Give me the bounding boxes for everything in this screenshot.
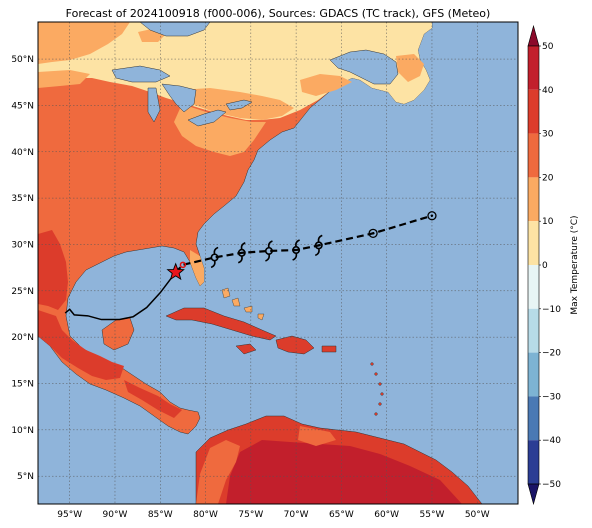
great-lakes: [111, 65, 253, 127]
puerto-rico: [321, 345, 337, 353]
lat-label: 50°N: [11, 55, 34, 65]
cyclone-arm-bottom: [292, 253, 298, 261]
colorbar-tick: 0: [542, 261, 548, 271]
lat-label: 20°N: [11, 333, 34, 343]
cyclone-eye: [292, 246, 301, 255]
current-position-star-icon: [166, 262, 185, 281]
cyclone-arm-top: [213, 246, 219, 255]
longitude-labels: 95°W 90°W 85°W 80°W 75°W 70°W 65°W 60°W …: [57, 510, 489, 520]
map-panel: [38, 22, 518, 504]
colorbar-tick: −30: [542, 392, 561, 402]
gulf-of-st-lawrence: [329, 49, 399, 85]
colorbar-segment: [528, 89, 539, 134]
low-pressure-ring: [427, 211, 437, 221]
colorbar-tick: −50: [542, 480, 561, 490]
colorbar-segment: [528, 308, 539, 353]
cyclone-arm-bottom: [265, 253, 270, 262]
colorbar-segment: [528, 440, 539, 484]
colorbar-tick-labels: 50 40 30 20 10 0 −10 −20 −30 −40 −50: [542, 42, 561, 490]
cyclone-eye: [314, 241, 323, 250]
cyclone-icon: [264, 240, 273, 262]
florida-peninsula: [190, 250, 204, 286]
colorbar-label: Max Temperature (°C): [570, 215, 580, 314]
storm-track: [64, 211, 437, 321]
colorbar-segment: [528, 221, 539, 265]
mexico-hot-zone: [38, 310, 182, 418]
colorbar-tick: −20: [542, 349, 561, 359]
lon-label: 50°W: [465, 510, 490, 520]
colorbar-segment: [528, 177, 539, 222]
cyclone-arm-bottom: [237, 255, 243, 264]
lat-label: 25°N: [11, 287, 34, 297]
map-frame: [37, 21, 519, 505]
latitude-labels: 50°N 45°N 40°N 35°N 30°N 25°N 20°N 15°N …: [11, 55, 34, 482]
lat-label: 35°N: [11, 194, 34, 204]
low-pressure-dot: [371, 232, 375, 235]
canada-cool-zone: [38, 22, 432, 120]
colorbar: [527, 24, 541, 506]
cyclone-icon: [210, 246, 219, 269]
lon-label: 70°W: [284, 510, 309, 520]
cyclone-arm-top: [240, 242, 246, 250]
lon-label: 90°W: [103, 510, 128, 520]
figure-title: Forecast of 2024100918 (f000-006), Sourc…: [66, 7, 491, 20]
colorbar-tick: 20: [542, 173, 554, 183]
colorbar-tick: 40: [542, 86, 554, 96]
lat-label: 40°N: [11, 148, 34, 158]
lat-label: 30°N: [11, 240, 34, 250]
south-america-hot-core: [226, 440, 462, 504]
cyclone-arm-top: [295, 239, 300, 248]
cuba: [165, 307, 277, 341]
hudson-bay: [139, 22, 211, 37]
colorbar-extend-min: [527, 483, 540, 506]
hispaniola: [275, 335, 315, 355]
lat-label: 15°N: [11, 380, 34, 390]
colorbar-segment: [528, 46, 539, 90]
lon-label: 65°W: [329, 510, 354, 520]
cyclone-arm-bottom: [210, 260, 216, 269]
colorbar-tick: −10: [542, 305, 561, 315]
map-gridlines: [38, 22, 518, 504]
cyclone-icon: [314, 234, 323, 257]
cyclone-eye: [264, 246, 273, 255]
lon-label: 75°W: [238, 510, 263, 520]
cyclone-arm-bottom: [314, 248, 320, 257]
past-track-line: [64, 271, 177, 321]
colorbar-tick: 30: [542, 130, 554, 140]
colorbar-segment: [528, 396, 539, 441]
cyclone-arm-top: [267, 240, 273, 248]
lon-label: 55°W: [420, 510, 445, 520]
texas-hot-zone: [38, 230, 68, 310]
cyclone-arm-top: [317, 234, 323, 243]
low-pressure-dot: [430, 214, 434, 217]
storm-marker-small: [179, 261, 187, 269]
low-pressure-ring: [368, 228, 378, 238]
canada-warm-patches: [38, 22, 424, 120]
lesser-antilles: [370, 362, 384, 416]
cyclone-eye: [237, 248, 246, 257]
lat-label: 45°N: [11, 101, 34, 111]
cyclone-icon: [292, 239, 301, 261]
lon-label: 60°W: [374, 510, 399, 520]
colorbar-tick: 50: [542, 42, 554, 52]
colorbar-segment: [528, 352, 539, 397]
cyclone-icon: [237, 242, 246, 264]
lat-label: 5°N: [17, 472, 34, 482]
lat-label: 10°N: [11, 426, 34, 436]
colorbar-extend-max: [527, 24, 540, 47]
colorbar-tick: 10: [542, 217, 554, 227]
colorbar-tick: −40: [542, 436, 561, 446]
colorbar-segment: [528, 133, 539, 178]
lon-label: 95°W: [57, 510, 82, 520]
colorbar-segment: [528, 265, 539, 309]
lon-label: 80°W: [193, 510, 218, 520]
andes-cool-streak: [196, 426, 336, 504]
lon-label: 85°W: [148, 510, 173, 520]
bahamas: [221, 287, 265, 321]
